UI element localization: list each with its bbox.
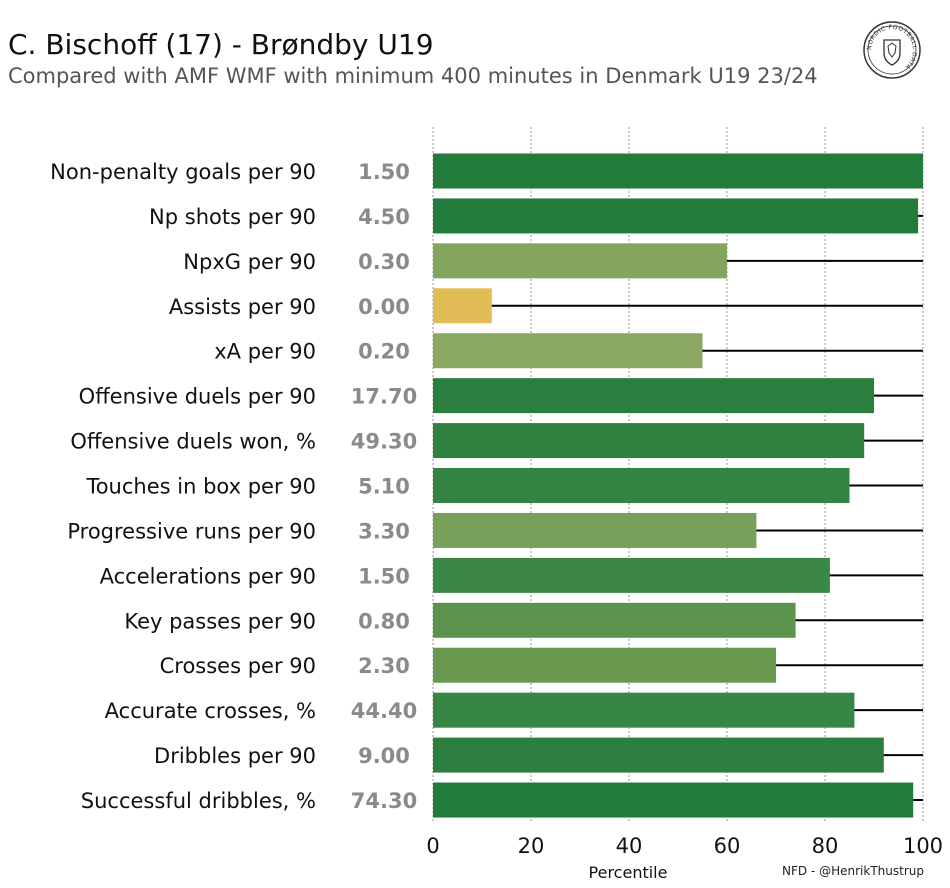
value-label: 74.30 [351,789,417,813]
nordic-football-logo: NORDIC FOOTBALL DATA [863,21,921,79]
value-label: 0.00 [358,295,410,319]
bar [433,602,796,638]
bar [433,243,727,279]
x-axis-title: Percentile [589,863,668,882]
bar [433,468,850,504]
bar [433,333,703,369]
x-tick-label: 80 [812,834,839,858]
value-label: 49.30 [351,430,417,454]
metric-label: Offensive duels per 90 [79,385,316,409]
bar [433,378,874,414]
x-tick-label: 20 [518,834,545,858]
value-label: 5.10 [358,475,410,499]
credit-text: NFD - @HenrikThustrup [782,864,924,878]
value-label: 3.30 [358,519,410,543]
bar [433,198,919,234]
chart-subtitle: Compared with AMF WMF with minimum 400 m… [8,64,818,88]
metric-label: Successful dribbles, % [81,789,316,813]
x-axis: 0 20 40 60 80 100 Percentile [426,834,943,882]
value-label: 2.30 [358,654,410,678]
value-label: 0.30 [358,250,410,274]
value-label: 0.80 [358,609,410,633]
bar [433,782,914,818]
metric-label: Crosses per 90 [160,654,316,678]
metric-label: Progressive runs per 90 [67,519,316,543]
metric-label: Touches in box per 90 [85,475,316,499]
metric-label: NpxG per 90 [183,250,316,274]
bar [433,737,884,773]
value-label: 9.00 [358,744,410,768]
bar [433,153,923,189]
value-label: 1.50 [358,564,410,588]
x-tick-label: 60 [714,834,741,858]
metric-label: Offensive duels won, % [70,430,316,454]
value-label: 4.50 [358,205,410,229]
metric-label: Non-penalty goals per 90 [50,160,316,184]
x-tick-label: 100 [903,834,943,858]
bar [433,692,855,728]
bar [433,288,492,324]
value-label: 17.70 [351,385,417,409]
bar [433,423,865,459]
metric-label: Assists per 90 [169,295,316,319]
bar [433,512,757,548]
x-tick-label: 0 [426,834,439,858]
x-tick-label: 40 [616,834,643,858]
value-label: 0.20 [358,340,410,364]
metric-label: Np shots per 90 [149,205,316,229]
metric-label: Key passes per 90 [124,609,316,633]
metric-label: xA per 90 [214,340,316,364]
bar [433,647,776,683]
metric-label: Accurate crosses, % [105,699,316,723]
chart-title: C. Bischoff (17) - Brøndby U19 [8,28,434,61]
labels: Non-penalty goals per 90 1.50 Np shots per… [50,160,417,813]
bars [433,153,923,818]
metric-label: Accelerations per 90 [100,564,316,588]
metric-label: Dribbles per 90 [154,744,316,768]
bar [433,557,830,593]
value-label: 44.40 [351,699,417,723]
value-label: 1.50 [358,160,410,184]
